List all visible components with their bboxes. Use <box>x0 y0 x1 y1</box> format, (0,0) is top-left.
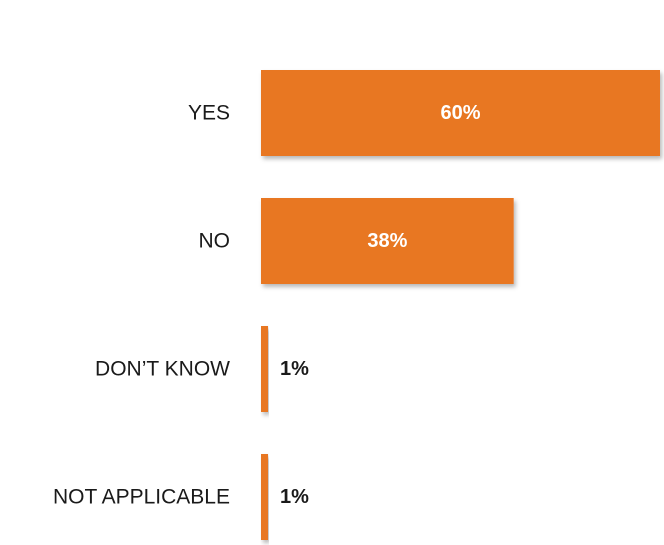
category-label-no: NO <box>199 230 231 253</box>
category-label-don-t-know: DON’T KNOW <box>95 358 230 381</box>
category-label-not-applicable: NOT APPLICABLE <box>53 486 230 509</box>
category-label-yes: YES <box>188 102 230 125</box>
value-label-yes: 60% <box>440 102 480 124</box>
bar-yes <box>261 70 660 156</box>
bar-not-applicable <box>261 454 268 540</box>
bars-layer: YES 60% NO 38% DON’T KNOW 1% NOT APPLICABLE 1% <box>53 70 660 540</box>
value-label-no: 38% <box>367 230 407 252</box>
bar-no <box>261 198 514 284</box>
value-label-don-t-know: 1% <box>280 358 309 380</box>
value-label-not-applicable: 1% <box>280 486 309 508</box>
bar-don-t-know <box>261 326 268 412</box>
